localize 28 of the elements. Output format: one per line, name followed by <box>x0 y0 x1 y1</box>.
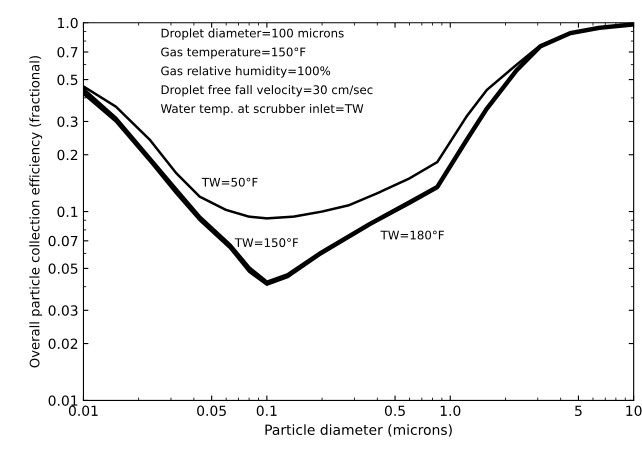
x-tick-label: 5 <box>575 406 582 416</box>
y-tick-label: 0.02 <box>48 338 78 350</box>
y-tick-label: 0.07 <box>48 236 78 246</box>
x-tick-label: 0.05 <box>197 406 226 416</box>
y-tick-label: 0.03 <box>48 305 78 316</box>
y-tick-label: 0.5 <box>57 74 78 86</box>
annotation: Gas relative humidity=100% <box>161 66 330 78</box>
y-tick-label: 0.01 <box>48 395 78 406</box>
annotation: Gas temperature=150°F <box>161 48 306 59</box>
y-axis-title: Overall particle collection efficiency (fractional) <box>29 56 42 368</box>
annotation: Droplet diameter=100 microns <box>162 28 344 40</box>
x-tick-label: 0.5 <box>384 406 405 416</box>
x-axis-title: Particle diameter (microns) <box>265 424 452 437</box>
x-tick-label: 0.01 <box>68 406 98 416</box>
annotation: TW=50°F <box>202 178 258 187</box>
x-tick-label: 10 <box>626 406 642 416</box>
annotation: Water temp. at scrubber inlet=TW <box>160 104 364 116</box>
y-tick-label: 0.05 <box>48 263 78 274</box>
y-tick-label: 1.0 <box>58 18 78 28</box>
x-tick-label: 0.1 <box>256 406 277 416</box>
annotation: TW=150°F <box>234 238 298 248</box>
y-tick-label: 0.7 <box>57 46 78 58</box>
y-tick-label: 0.1 <box>57 206 78 218</box>
annotation: Droplet free fall velocity=30 cm/sec <box>162 85 372 96</box>
x-tick-label: 1.0 <box>440 406 460 416</box>
y-tick-label: 0.2 <box>57 150 78 160</box>
annotation: TW=180°F <box>380 230 444 240</box>
y-tick-label: 0.3 <box>57 116 78 127</box>
